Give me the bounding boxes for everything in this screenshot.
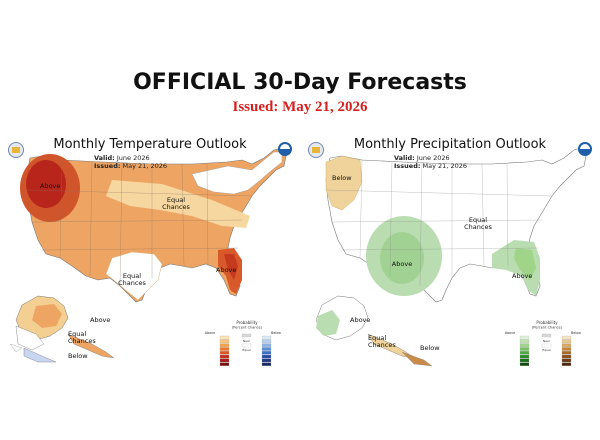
legend-swatch [261, 339, 272, 344]
legend-swatch [261, 347, 272, 351]
label-equal-chances-ak: Equal Chances [68, 330, 96, 345]
valid-line: Valid: June 2026 [394, 154, 450, 162]
label-equal-chances-central: Equal Chances [162, 196, 190, 211]
legend-swatch [219, 362, 230, 366]
svg-text:Equal: Equal [242, 348, 251, 352]
precipitation-outlook-title: Monthly Precipitation Outlook [353, 137, 547, 152]
label-above-nw: Above [40, 182, 60, 190]
issued-line: Issued: May 21, 2026 [94, 162, 167, 170]
legend-swatch [219, 335, 230, 340]
svg-text:Probability: Probability [536, 320, 558, 325]
legend-swatch [261, 335, 272, 340]
legend-swatch [219, 358, 230, 363]
legend-swatch [261, 351, 272, 355]
legend-swatch [561, 347, 572, 351]
legend-swatch [561, 362, 572, 366]
label-above-sw: Above [392, 260, 412, 268]
precipitation-map: Below Equal Chances Above Above Above Equ… [315, 147, 587, 367]
nws-logo-icon [308, 142, 324, 158]
issued-line: Issued: May 21, 2026 [394, 162, 467, 170]
svg-text:Equal: Equal [542, 348, 551, 352]
legend-swatch [261, 354, 272, 359]
svg-text:Probability: Probability [236, 320, 258, 325]
label-above-ak: Above [350, 316, 370, 324]
legend-swatch [219, 343, 230, 347]
svg-text:Below: Below [571, 331, 581, 335]
label-equal-chances-south: Equal Chances [118, 272, 146, 287]
legend-swatch [519, 358, 530, 363]
precipitation-outlook-panel: Below Equal Chances Above Above Above Equ… [302, 130, 598, 370]
label-below-ak: Below [68, 352, 88, 360]
label-above-se: Above [216, 266, 236, 274]
precipitation-legend-swatches: Probability (Percent Chance) Above Below… [505, 320, 581, 366]
legend-swatch [261, 362, 272, 366]
valid-line: Valid: June 2026 [94, 154, 150, 162]
label-equal-chances-central: Equal Chances [464, 216, 492, 231]
noaa-logo-icon [578, 142, 592, 156]
legend-swatch [219, 347, 230, 351]
legend-swatch [519, 354, 530, 359]
svg-text:Near: Near [243, 339, 251, 343]
temperature-map: Above Equal Chances Equal Chances Above Ab… [9, 147, 287, 363]
legend-swatch [219, 354, 230, 359]
precipitation-legend: Probability (Percent Chance) Above Below… [498, 320, 596, 368]
issued-date: Issued: May 21, 2026 [232, 99, 368, 115]
legend-swatch [561, 351, 572, 355]
svg-text:(Percent Chance): (Percent Chance) [532, 326, 563, 330]
legend-swatch [519, 362, 530, 366]
legend-swatch [261, 358, 272, 363]
label-below-nw: Below [332, 174, 352, 182]
legend-swatch [261, 343, 272, 347]
temperature-legend-swatches: Probability (Percent Chance) Above Below… [205, 320, 281, 366]
legend-swatch [519, 351, 530, 355]
temperature-legend: Probability (Percent Chance) Above Below… [198, 320, 296, 368]
label-equal-chances-ak: Equal Chances [368, 334, 396, 349]
legend-swatch [561, 339, 572, 344]
svg-text:Above: Above [205, 331, 215, 335]
svg-text:(Percent Chance): (Percent Chance) [232, 326, 263, 330]
temperature-outlook-panel: Above Equal Chances Equal Chances Above Ab… [2, 130, 298, 370]
legend-swatch [219, 339, 230, 344]
legend-swatch [519, 343, 530, 347]
label-below-ak: Below [420, 344, 440, 352]
svg-text:Near: Near [543, 339, 551, 343]
legend-swatch [519, 339, 530, 344]
label-above-se: Above [512, 272, 532, 280]
svg-text:Below: Below [271, 331, 281, 335]
legend-swatch [519, 347, 530, 351]
legend-swatch [219, 351, 230, 355]
svg-text:Above: Above [505, 331, 515, 335]
noaa-logo-icon [278, 142, 292, 156]
label-above-ak: Above [90, 316, 110, 324]
legend-swatch [561, 343, 572, 347]
legend-swatch [561, 358, 572, 363]
temperature-outlook-title: Monthly Temperature Outlook [53, 137, 247, 152]
nws-logo-icon [8, 142, 24, 158]
legend-swatch [561, 354, 572, 359]
page-title: OFFICIAL 30-Day Forecasts [133, 70, 467, 95]
legend-swatch [519, 335, 530, 340]
legend-swatch [561, 335, 572, 340]
